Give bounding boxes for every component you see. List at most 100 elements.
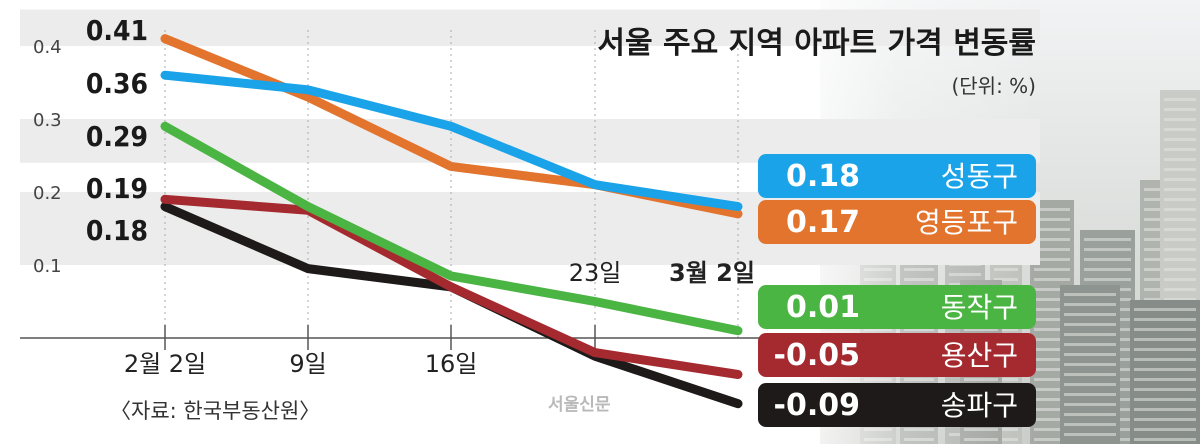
building-window-row	[1134, 328, 1196, 331]
y-tick-label: 0.3	[33, 110, 62, 131]
building-window-row	[1034, 378, 1070, 381]
building-window-row	[1134, 408, 1196, 411]
data-point	[307, 267, 309, 270]
building-window-row	[1064, 363, 1116, 366]
building-window-row	[1134, 358, 1196, 361]
data-point	[737, 212, 739, 215]
building-window-row	[1164, 298, 1196, 301]
building-window-row	[1064, 303, 1116, 306]
chart-title: 서울 주요 지역 아파트 가격 변동률	[597, 26, 1036, 61]
end-badge	[758, 383, 1036, 427]
start-value-label: 0.19	[86, 172, 148, 205]
start-value-label: 0.29	[86, 120, 148, 153]
building-window-row	[1034, 388, 1070, 391]
building-window-row	[1064, 323, 1116, 326]
x-tick-label: 3월 2일	[669, 259, 755, 287]
building-window-row	[1064, 423, 1116, 426]
building-window-row	[1064, 373, 1116, 376]
building-window-row	[1064, 333, 1116, 336]
building-window-row	[1164, 228, 1196, 231]
x-tick-label: 23일	[569, 259, 622, 287]
building-window-row	[1034, 328, 1070, 331]
data-point	[307, 205, 309, 208]
building-window-row	[1064, 313, 1116, 316]
series-lines	[160, 34, 743, 409]
building-window-row	[1084, 238, 1131, 241]
building-window-row	[1034, 298, 1070, 301]
y-tick-label: 0.4	[33, 37, 62, 58]
building-window-row	[1034, 398, 1070, 401]
building-window-row	[1134, 338, 1196, 341]
building-window-row	[1134, 428, 1196, 431]
building-window-row	[1034, 248, 1070, 251]
building-window-row	[1164, 278, 1196, 281]
end-value-badges: 0.18 성동구 0.17 영등포구 0.01 동작구 -0.05 용산구 -0.09 송파구	[758, 154, 1036, 427]
data-point	[164, 37, 166, 40]
building-window-row	[1164, 248, 1196, 251]
end-badge-name: 성동구	[941, 160, 1018, 193]
start-value-label: 0.18	[86, 214, 148, 247]
end-badge-name: 송파구	[941, 389, 1018, 422]
building-window-row	[1164, 238, 1196, 241]
building-window-row	[1164, 108, 1196, 111]
watermark-logo: 서울신문	[548, 395, 611, 415]
data-point	[737, 329, 739, 332]
building-window-row	[1034, 418, 1070, 421]
building-window-row	[1034, 308, 1070, 311]
building-window-row	[1164, 198, 1196, 201]
building-window-row	[1034, 258, 1070, 261]
building-window-row	[1164, 288, 1196, 291]
building-window-row	[1164, 128, 1196, 131]
data-point	[737, 205, 739, 208]
grid-band	[20, 9, 1040, 46]
building-window-row	[1064, 393, 1116, 396]
end-badge-name: 동작구	[941, 291, 1018, 324]
building-window-row	[1034, 238, 1070, 241]
end-badge-name: 용산구	[941, 339, 1018, 372]
end-badge	[758, 154, 1036, 198]
data-point	[594, 351, 596, 354]
end-badge	[758, 200, 1036, 244]
building-window-row	[1134, 438, 1196, 441]
data-point	[164, 198, 166, 201]
data-point	[164, 205, 166, 208]
building-window-row	[1034, 208, 1070, 211]
building-window-row	[1034, 288, 1070, 291]
building-window-row	[1134, 398, 1196, 401]
building-window-row	[1134, 308, 1196, 311]
x-tick-label: 9일	[289, 350, 326, 378]
building-window-row	[1164, 98, 1196, 101]
building-window-row	[1034, 228, 1070, 231]
end-badge	[758, 285, 1036, 329]
building-window-row	[1164, 118, 1196, 121]
building-window-row	[1164, 268, 1196, 271]
data-point	[164, 74, 166, 77]
building-window-row	[1064, 383, 1116, 386]
building-window-row	[1064, 293, 1116, 296]
data-point	[164, 125, 166, 128]
building-window-row	[1084, 268, 1131, 271]
building-window-row	[1034, 408, 1070, 411]
data-point	[594, 300, 596, 303]
building-window-row	[1164, 148, 1196, 151]
building-window-row	[1164, 178, 1196, 181]
building-window-row	[1064, 343, 1116, 346]
building-window-row	[1064, 353, 1116, 356]
building-window-row	[1034, 318, 1070, 321]
building-window-row	[1134, 318, 1196, 321]
building-window-row	[1084, 258, 1131, 261]
building-window-row	[1164, 138, 1196, 141]
building-window-row	[1164, 258, 1196, 261]
y-tick-label: 0.2	[33, 183, 62, 204]
end-badge-value: 0.18	[786, 159, 860, 194]
data-point	[594, 183, 596, 186]
data-point	[450, 125, 452, 128]
unit-note: (단위: %)	[951, 74, 1036, 98]
data-point	[307, 96, 309, 99]
building-window-row	[1164, 168, 1196, 171]
end-badge-value: 0.17	[786, 205, 860, 240]
building-window-row	[1034, 358, 1070, 361]
building-window-row	[1034, 438, 1070, 441]
